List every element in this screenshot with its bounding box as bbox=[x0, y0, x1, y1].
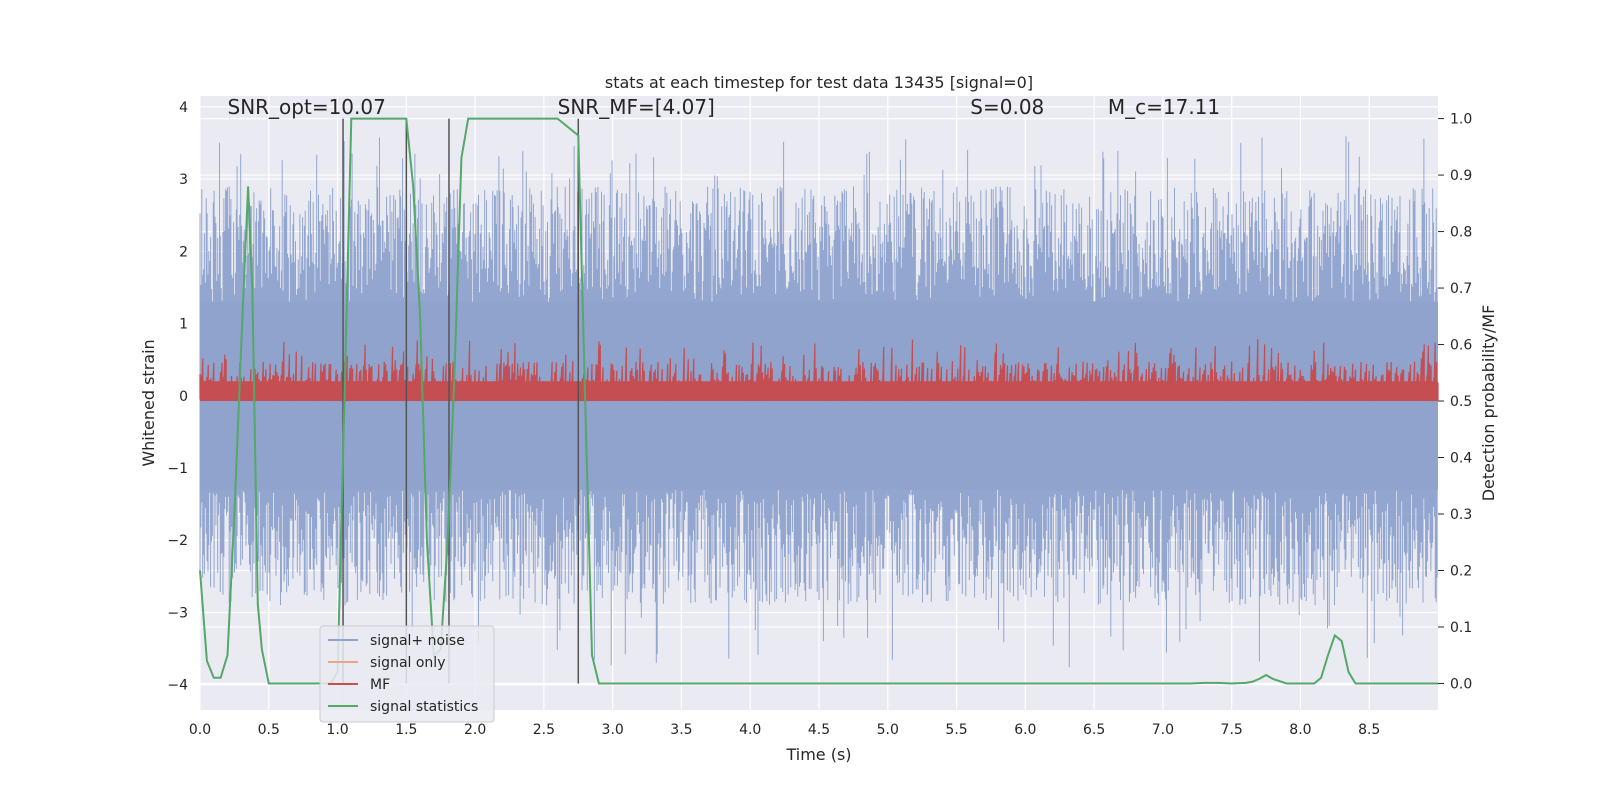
x-tick-label-4: 2.0 bbox=[464, 722, 486, 738]
y-tick-label-7: 3 bbox=[179, 172, 188, 188]
legend-label-signal-only: signal only bbox=[370, 655, 445, 671]
chart-title: stats at each timestep for test data 134… bbox=[605, 73, 1033, 92]
y-tick-label-6: 2 bbox=[179, 244, 188, 260]
yr-tick-label-4: 0.4 bbox=[1450, 451, 1472, 467]
yr-tick-label-7: 0.7 bbox=[1450, 281, 1472, 297]
x-axis-ticks: 0.0 0.5 1.0 1.5 2.0 2.5 3.0 3.5 4.0 4.5 5.0 5.5 6.0 6… bbox=[189, 722, 1380, 738]
annotation-mc-value: M_c=17.11 bbox=[1108, 95, 1220, 119]
x-tick-label-7: 3.5 bbox=[670, 722, 692, 738]
legend-label-mf: MF bbox=[370, 677, 390, 693]
yr-tick-label-8: 0.8 bbox=[1450, 225, 1472, 241]
vertical-markers bbox=[342, 118, 580, 684]
x-tick-label-0: 0.0 bbox=[189, 722, 211, 738]
y-tick-label-2: −2 bbox=[167, 533, 188, 549]
signal-statistics-line bbox=[199, 117, 1438, 685]
y-axis-ticks: −4 −3 −2 −1 0 1 2 3 4 bbox=[167, 100, 188, 694]
y-tick-label-5: 1 bbox=[179, 317, 188, 333]
x-tick-label-17: 8.5 bbox=[1358, 722, 1380, 738]
x-axis-label: Time (s) bbox=[785, 745, 851, 764]
yr-tick-label-2: 0.2 bbox=[1450, 563, 1472, 579]
yr-tick-label-3: 0.3 bbox=[1450, 507, 1472, 523]
x-tick-label-8: 4.0 bbox=[739, 722, 761, 738]
y-right-axis-ticks: 0.0 0.1 0.2 0.3 0.4 0.5 0.6 0.7 0.8 0.9 1.0 bbox=[1438, 112, 1472, 692]
annotation-s-value: S=0.08 bbox=[970, 95, 1044, 119]
x-tick-label-16: 8.0 bbox=[1289, 722, 1311, 738]
legend-label-signal-statistics: signal statistics bbox=[370, 699, 478, 715]
yr-tick-label-1: 0.1 bbox=[1450, 620, 1472, 636]
legend-box bbox=[319, 625, 495, 723]
y-tick-label-3: −1 bbox=[167, 461, 188, 477]
yr-tick-label-0: 0.0 bbox=[1450, 676, 1472, 692]
y-tick-label-4: 0 bbox=[179, 389, 188, 405]
annotation-snr-opt: SNR_opt=10.07 bbox=[228, 95, 386, 119]
x-tick-label-14: 7.0 bbox=[1152, 722, 1174, 738]
x-tick-label-5: 2.5 bbox=[533, 722, 555, 738]
x-tick-label-13: 6.5 bbox=[1083, 722, 1105, 738]
x-tick-label-15: 7.5 bbox=[1221, 722, 1243, 738]
yr-tick-label-6: 0.6 bbox=[1450, 338, 1472, 354]
x-tick-label-9: 4.5 bbox=[808, 722, 830, 738]
signal-statistics-series bbox=[199, 117, 1438, 685]
legend: signal+ noise signal only MF signal stat… bbox=[319, 625, 495, 723]
yr-tick-label-9: 0.9 bbox=[1450, 168, 1472, 184]
x-tick-label-6: 3.0 bbox=[602, 722, 624, 738]
x-tick-label-2: 1.0 bbox=[326, 722, 348, 738]
yr-tick-label-10: 1.0 bbox=[1450, 112, 1472, 128]
annotation-snr-mf: SNR_MF=[4.07] bbox=[558, 95, 715, 119]
annotations: SNR_opt=10.07 SNR_MF=[4.07] S=0.08 M_c=17.1… bbox=[228, 95, 1221, 119]
y-tick-label-0: −4 bbox=[167, 678, 188, 694]
x-tick-label-3: 1.5 bbox=[395, 722, 417, 738]
y-axis-label: Whitened strain bbox=[139, 339, 158, 466]
x-tick-label-11: 5.5 bbox=[945, 722, 967, 738]
x-tick-label-10: 5.0 bbox=[877, 722, 899, 738]
x-tick-label-12: 6.0 bbox=[1014, 722, 1036, 738]
legend-label-signal-noise: signal+ noise bbox=[370, 633, 465, 649]
x-tick-label-1: 0.5 bbox=[258, 722, 280, 738]
y-right-axis-label: Detection probability/MF bbox=[1479, 305, 1498, 502]
yr-tick-label-5: 0.5 bbox=[1450, 394, 1472, 410]
y-tick-label-8: 4 bbox=[179, 100, 188, 116]
y-tick-label-1: −3 bbox=[167, 605, 188, 621]
